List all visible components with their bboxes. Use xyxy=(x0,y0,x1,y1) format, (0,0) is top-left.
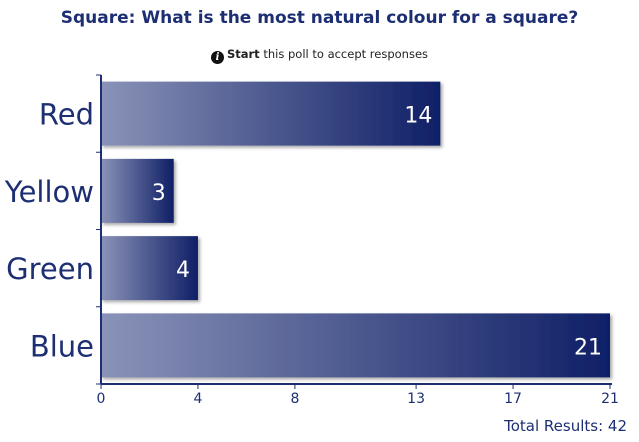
x-tick-label: 0 xyxy=(97,391,106,407)
x-tick-label: 4 xyxy=(193,391,202,407)
x-tick-label: 13 xyxy=(407,391,425,407)
notice-text: this poll to accept responses xyxy=(259,47,429,61)
category-label-red: Red xyxy=(39,98,94,132)
value-label-yellow: 3 xyxy=(152,181,166,206)
start-link[interactable]: Start xyxy=(226,47,260,61)
value-label-red: 14 xyxy=(404,104,432,129)
x-tick-label: 21 xyxy=(601,391,619,407)
info-icon: i xyxy=(210,51,224,64)
value-label-green: 4 xyxy=(176,258,190,283)
bar-yellow xyxy=(101,158,174,223)
category-label-green: Green xyxy=(6,252,94,286)
x-tick-label: 17 xyxy=(504,391,522,407)
x-tick-label: 8 xyxy=(290,391,299,407)
total-results: Total Results: 42 xyxy=(504,417,627,435)
category-label-yellow: Yellow xyxy=(4,175,94,209)
bar-red xyxy=(101,81,441,146)
chart-title: Square: What is the most natural colour … xyxy=(60,8,579,28)
bar-green xyxy=(101,236,198,301)
value-label-blue: 21 xyxy=(574,335,602,360)
category-label-blue: Blue xyxy=(30,329,94,363)
poll-notice: i Start this poll to accept responses xyxy=(0,47,639,64)
bar-blue xyxy=(101,313,610,378)
